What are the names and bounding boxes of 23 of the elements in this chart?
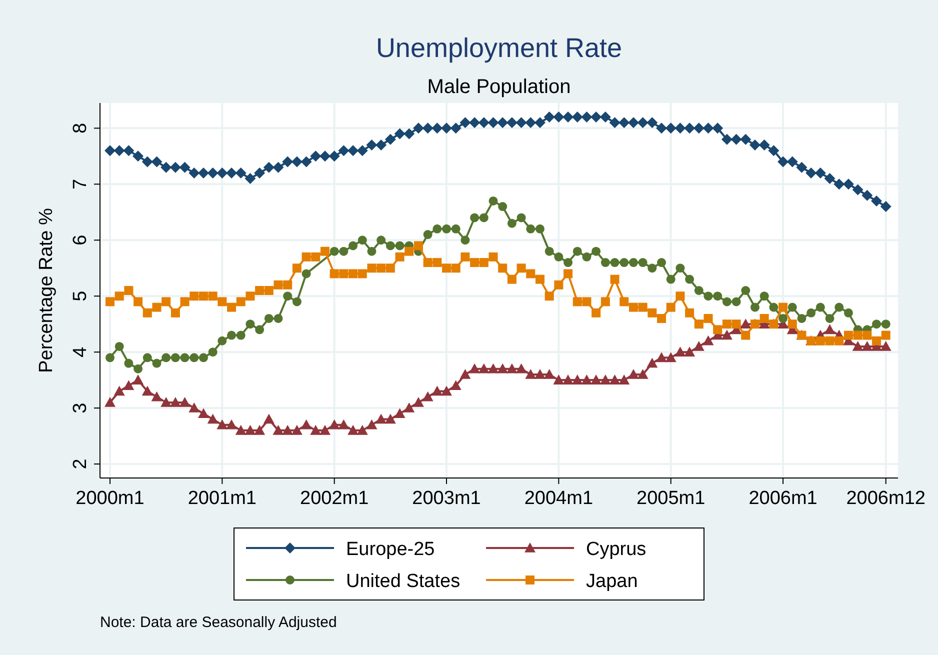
x-tick-label: 2004m1: [524, 488, 594, 509]
x-tick-label: 2001m1: [188, 488, 257, 509]
y-tick-label: 4: [70, 346, 91, 358]
legend-label: Japan: [586, 571, 638, 592]
y-tick-label: 5: [70, 290, 91, 302]
x-tick-label: 2005m1: [636, 488, 706, 509]
legend-label: Cyprus: [586, 539, 646, 560]
legend-label: Europe-25: [346, 539, 435, 560]
legend-label: United States: [346, 571, 460, 592]
x-tick-label: 2000m1: [76, 488, 144, 509]
chart-title: Unemployment Rate: [376, 33, 622, 63]
y-tick-label: 7: [70, 178, 91, 190]
x-tick-label: 2002m1: [300, 488, 369, 509]
y-tick-label: 3: [70, 402, 91, 414]
y-tick-label: 8: [70, 122, 91, 134]
x-tick-label: 2006m1: [748, 488, 818, 509]
chart-subtitle: Male Population: [427, 76, 571, 98]
text: Note: Data are Seasonally Adjusted: [100, 614, 337, 631]
y-axis-title: Percentage Rate %: [36, 208, 57, 373]
y-tick-label: 2: [70, 458, 91, 470]
y-tick-label: 6: [70, 234, 91, 246]
x-tick-label: 2003m1: [412, 488, 481, 509]
x-tick-label: 2006m12: [846, 488, 926, 509]
